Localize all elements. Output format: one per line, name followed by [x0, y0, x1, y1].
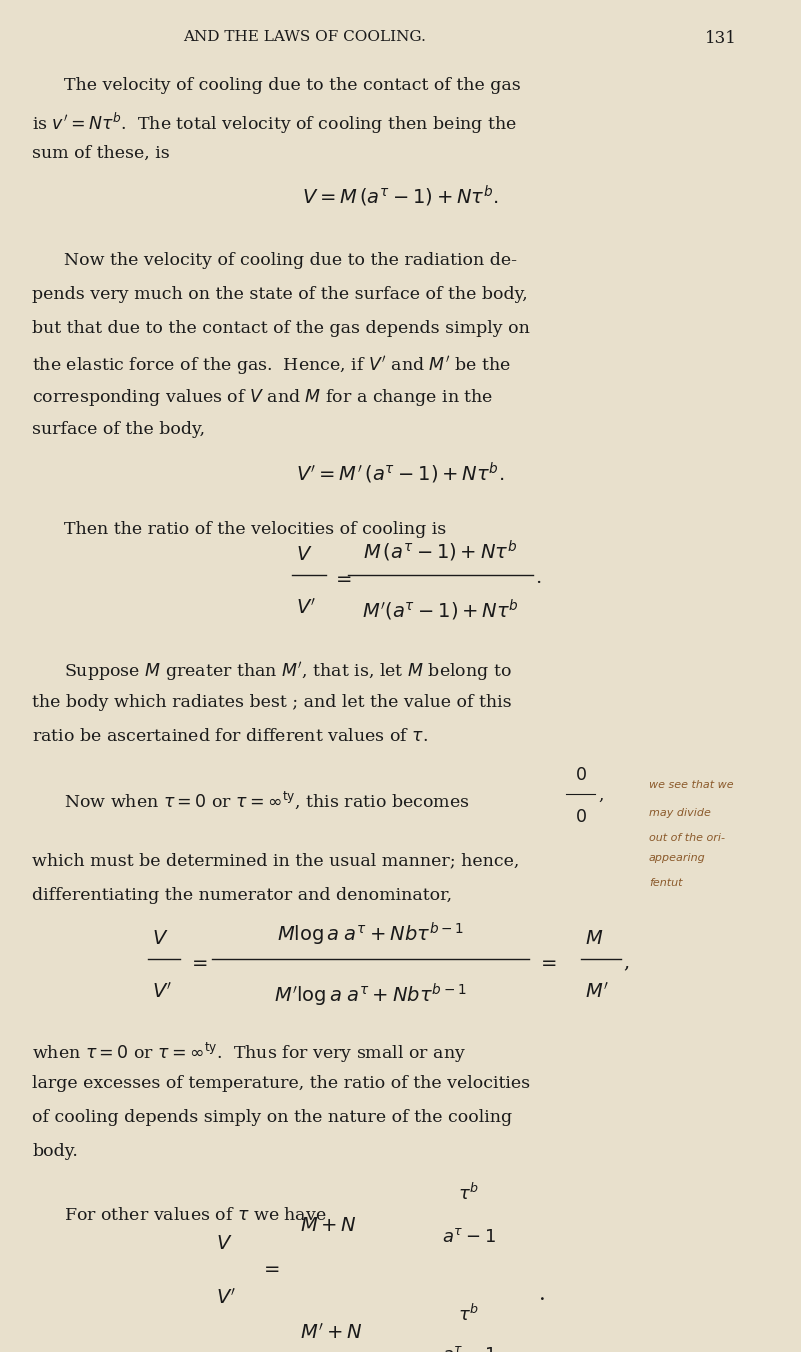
- Text: may divide: may divide: [649, 807, 710, 818]
- Text: Now when $\tau = 0$ or $\tau = \infty^{\mathrm{ty}}$, this ratio becomes: Now when $\tau = 0$ or $\tau = \infty^{\…: [64, 790, 469, 811]
- Text: surface of the body,: surface of the body,: [32, 422, 205, 438]
- Text: $M' \log a\; a^{\tau} + Nb\tau^{b-1}$: $M' \log a\; a^{\tau} + Nb\tau^{b-1}$: [274, 982, 466, 1009]
- Text: ,: ,: [598, 787, 604, 804]
- Text: appearing: appearing: [649, 853, 706, 863]
- Text: corresponding values of $V$ and $M$ for a change in the: corresponding values of $V$ and $M$ for …: [32, 388, 493, 408]
- Text: differentiating the numerator and denominator,: differentiating the numerator and denomi…: [32, 887, 453, 903]
- Text: Then the ratio of the velocities of cooling is: Then the ratio of the velocities of cool…: [64, 521, 446, 538]
- Text: pends very much on the state of the surface of the body,: pends very much on the state of the surf…: [32, 285, 528, 303]
- Text: .: .: [535, 569, 541, 587]
- Text: large excesses of temperature, the ratio of the velocities: large excesses of temperature, the ratio…: [32, 1075, 530, 1092]
- Text: $V'$: $V'$: [296, 598, 316, 618]
- Text: is $v' = N\tau^b$.  The total velocity of cooling then being the: is $v' = N\tau^b$. The total velocity of…: [32, 111, 517, 135]
- Text: For other values of $\tau$ we have: For other values of $\tau$ we have: [64, 1207, 327, 1225]
- Text: 131: 131: [705, 30, 737, 46]
- Text: Suppose $M$ greater than $M'$, that is, let $M$ belong to: Suppose $M$ greater than $M'$, that is, …: [64, 660, 512, 683]
- Text: $M'$: $M'$: [585, 982, 609, 1002]
- Text: $\tau^b$: $\tau^b$: [458, 1183, 479, 1205]
- Text: the body which radiates best ; and let the value of this: the body which radiates best ; and let t…: [32, 694, 512, 711]
- Text: of cooling depends simply on the nature of the cooling: of cooling depends simply on the nature …: [32, 1109, 512, 1126]
- Text: $=$: $=$: [260, 1259, 280, 1276]
- Text: when $\tau = 0$ or $\tau = \infty^{\mathrm{ty}}$.  Thus for very small or any: when $\tau = 0$ or $\tau = \infty^{\math…: [32, 1041, 466, 1065]
- Text: $V$: $V$: [296, 546, 313, 564]
- Text: $V'$: $V'$: [216, 1287, 236, 1307]
- Text: $V'$: $V'$: [152, 982, 172, 1002]
- Text: $V$: $V$: [152, 930, 169, 948]
- Text: $\tau^b$: $\tau^b$: [458, 1303, 479, 1325]
- Text: ratio be ascertained for different values of $\tau$.: ratio be ascertained for different value…: [32, 727, 428, 745]
- Text: $M$: $M$: [585, 930, 603, 948]
- Text: AND THE LAWS OF COOLING.: AND THE LAWS OF COOLING.: [183, 30, 426, 43]
- Text: ,: ,: [623, 953, 630, 971]
- Text: .: .: [539, 1286, 545, 1305]
- Text: $=$: $=$: [537, 953, 557, 971]
- Text: the elastic force of the gas.  Hence, if $V'$ and $M'$ be the: the elastic force of the gas. Hence, if …: [32, 353, 511, 377]
- Text: fentut: fentut: [649, 877, 682, 888]
- Text: $M' + N$: $M' + N$: [300, 1322, 363, 1343]
- Text: $=$: $=$: [332, 569, 352, 587]
- Text: $a^{\tau} - 1$: $a^{\tau} - 1$: [441, 1228, 496, 1247]
- Text: $V$: $V$: [216, 1236, 233, 1253]
- Text: which must be determined in the usual manner; hence,: which must be determined in the usual ma…: [32, 853, 519, 869]
- Text: $M + N$: $M + N$: [300, 1217, 357, 1234]
- Text: $=$: $=$: [188, 953, 208, 971]
- Text: out of the ori-: out of the ori-: [649, 833, 725, 842]
- Text: Now the velocity of cooling due to the radiation de-: Now the velocity of cooling due to the r…: [64, 251, 517, 269]
- Text: $a^{\tau} - 1$: $a^{\tau} - 1$: [441, 1347, 496, 1352]
- Text: $M \log a\; a^{\tau} + Nb\tau^{b-1}$: $M \log a\; a^{\tau} + Nb\tau^{b-1}$: [276, 921, 464, 948]
- Text: $0$: $0$: [575, 767, 586, 784]
- Text: we see that we: we see that we: [649, 780, 734, 791]
- Text: $V' = M'\,(a^{\tau} - 1) + N\tau^b.$: $V' = M'\,(a^{\tau} - 1) + N\tau^b.$: [296, 461, 505, 485]
- Text: sum of these, is: sum of these, is: [32, 145, 170, 161]
- Text: The velocity of cooling due to the contact of the gas: The velocity of cooling due to the conta…: [64, 77, 521, 93]
- Text: $0$: $0$: [575, 808, 586, 826]
- Text: but that due to the contact of the gas depends simply on: but that due to the contact of the gas d…: [32, 319, 530, 337]
- Text: body.: body.: [32, 1142, 78, 1160]
- Text: $M\,(a^{\tau} - 1) + N\tau^b$: $M\,(a^{\tau} - 1) + N\tau^b$: [364, 538, 517, 564]
- Text: $M'(a^{\tau} - 1) + N\tau^b$: $M'(a^{\tau} - 1) + N\tau^b$: [362, 598, 519, 623]
- Text: $V = M\,(a^{\tau} - 1) + N\tau^b.$: $V = M\,(a^{\tau} - 1) + N\tau^b.$: [302, 184, 499, 210]
